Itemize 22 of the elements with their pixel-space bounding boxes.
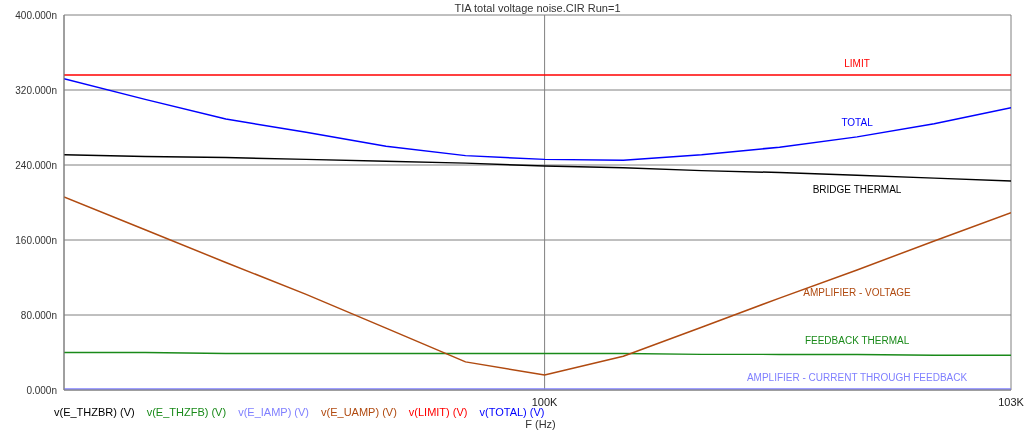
y-tick-label: 320.000n bbox=[15, 84, 57, 96]
x-axis-title: F (Hz) bbox=[524, 418, 557, 430]
y-tick-label: 80.000n bbox=[20, 309, 57, 321]
series-label: v(E_IAMP) (V) bbox=[238, 406, 310, 418]
y-tick-label: 160.000n bbox=[15, 234, 57, 246]
x-tick-label: 103K bbox=[998, 395, 1025, 408]
annotation: AMPLIFIER - VOLTAGE bbox=[803, 286, 912, 298]
annotation: TOTAL bbox=[841, 117, 874, 129]
annotation: LIMIT bbox=[844, 57, 870, 69]
annotation: AMPLIFIER - CURRENT THROUGH FEEDBACK bbox=[746, 371, 968, 383]
y-tick-label: 0.000n bbox=[26, 384, 57, 396]
text: v(E_UAMP) (V) bbox=[321, 406, 397, 418]
y-tick-label: 400.000n bbox=[15, 9, 57, 21]
chart-title: TIA total voltage noise.CIR Run=1 bbox=[454, 2, 621, 14]
text: v(E_THZBR) (V) bbox=[54, 406, 135, 418]
annotation: BRIDGE THERMAL bbox=[812, 183, 902, 195]
text: v(LIMIT) (V) bbox=[408, 406, 468, 418]
y-tick-label: 240.000n bbox=[15, 159, 57, 171]
text: v(E_THZFB) (V) bbox=[146, 406, 227, 418]
text: v(TOTAL) (V) bbox=[479, 406, 545, 418]
annotation: FEEDBACK THERMAL bbox=[804, 334, 910, 346]
x-tick-label: 100K bbox=[531, 395, 559, 408]
